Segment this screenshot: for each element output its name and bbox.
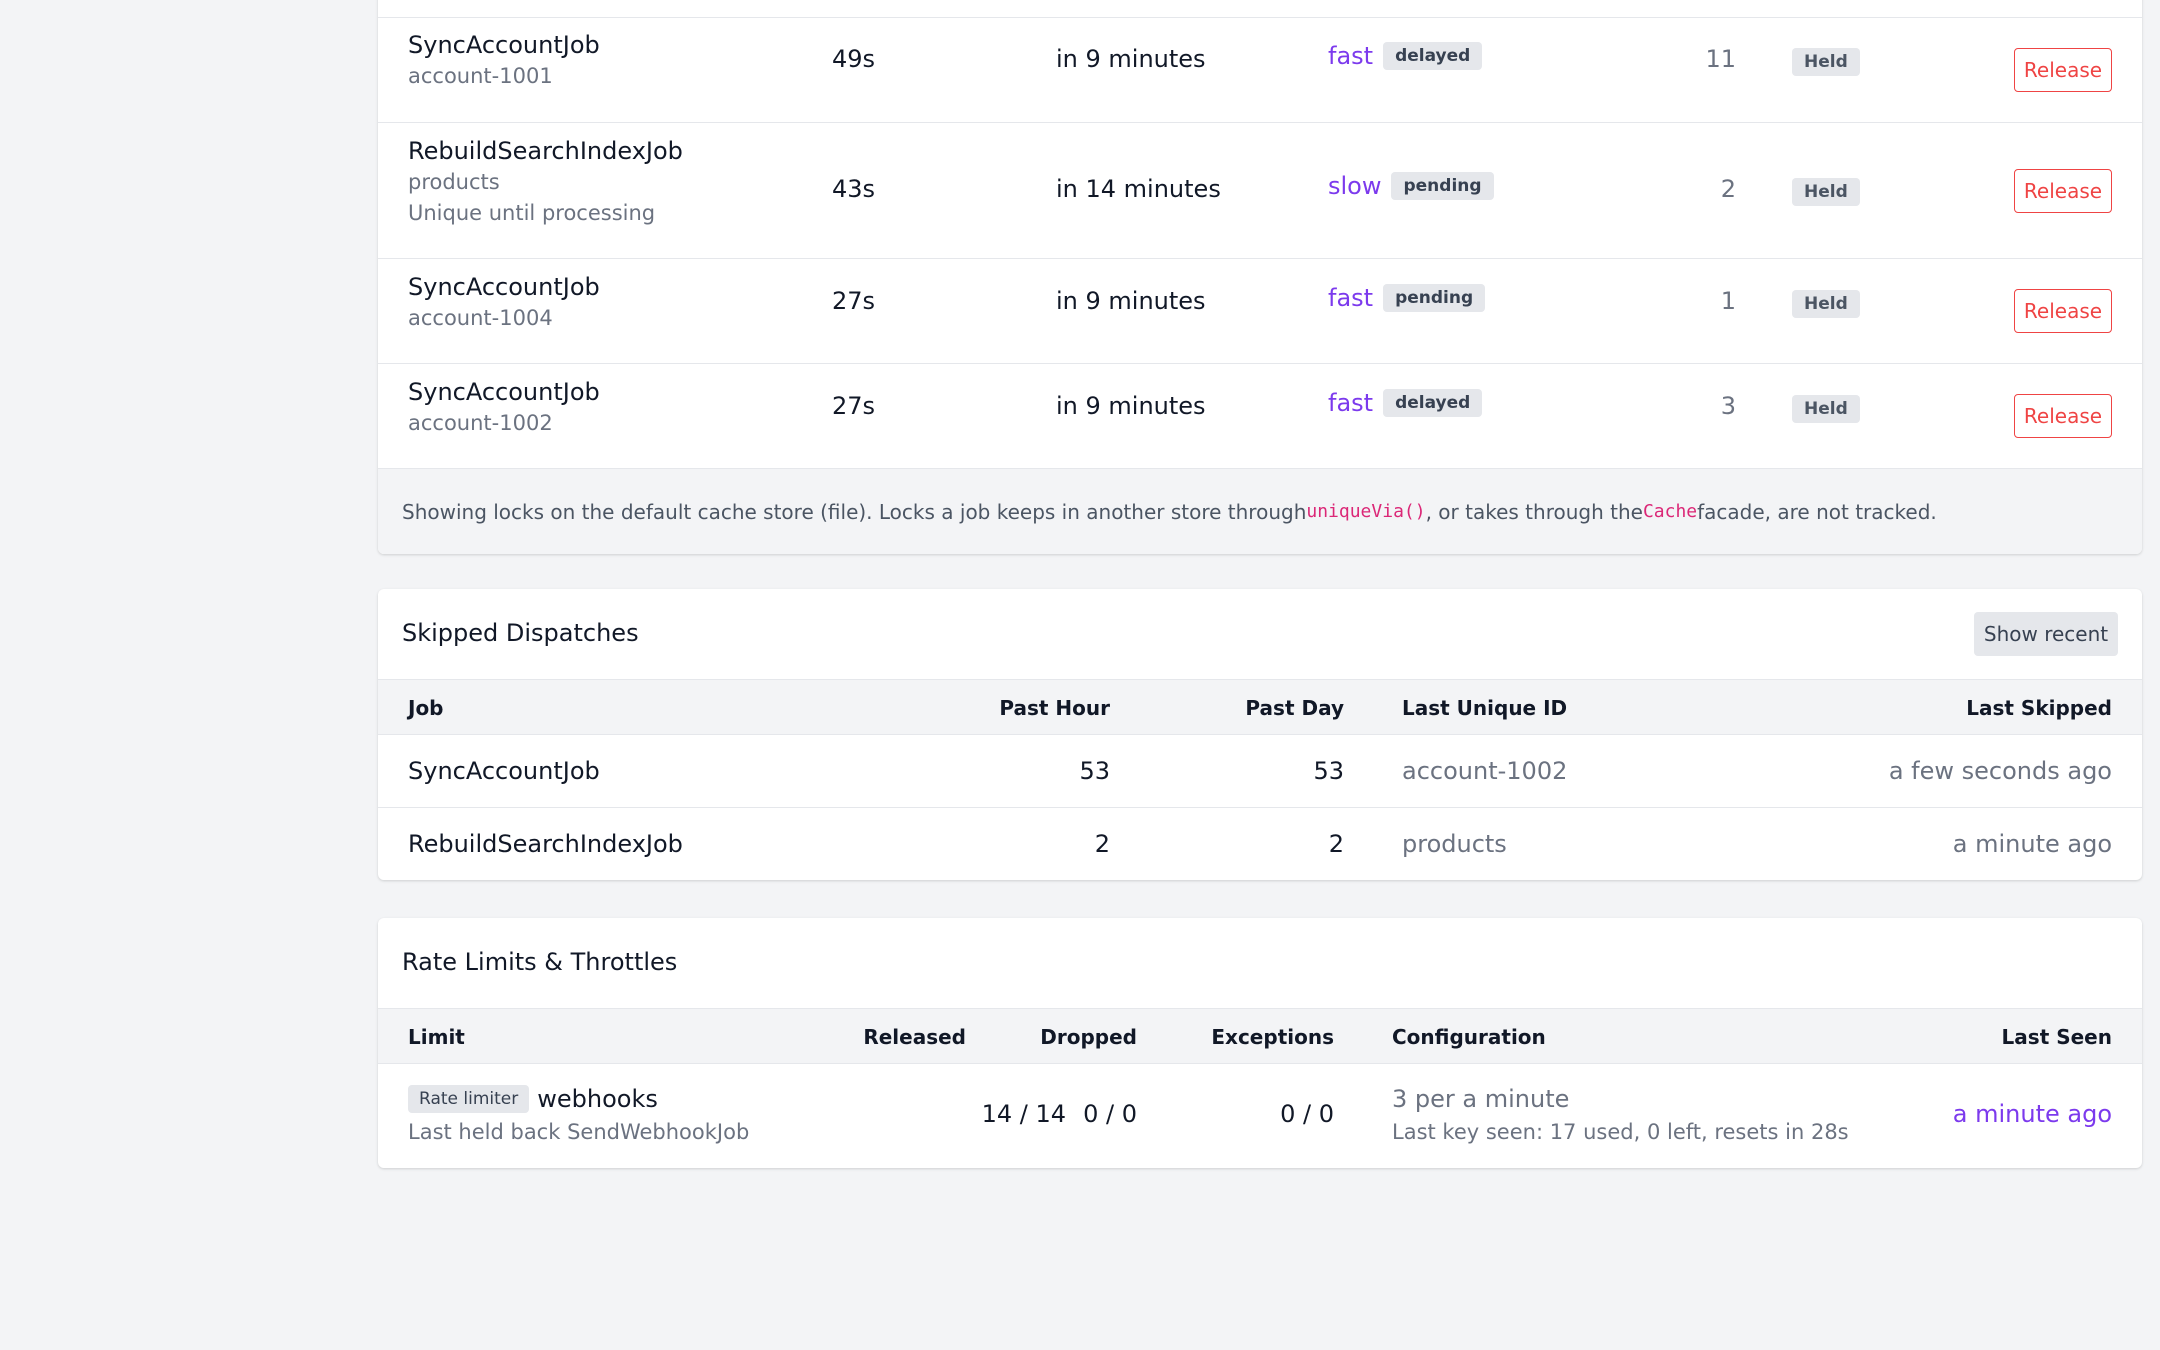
state-badge: delayed xyxy=(1383,42,1483,70)
lock-row: SyncAccountJob account-1001 49s in 9 min… xyxy=(378,17,2142,122)
lock-duration: 27s xyxy=(832,392,876,420)
lock-note: Unique until processing xyxy=(408,201,656,225)
limit-exceptions: 0 / 0 xyxy=(1280,1100,1334,1128)
limit-released: 14 / 14 xyxy=(981,1100,1066,1128)
held-badge: Held xyxy=(1792,395,1860,423)
limit-config: 3 per a minute xyxy=(1392,1085,1570,1113)
column-header[interactable]: Job xyxy=(408,696,444,720)
limit-dropped: 0 / 0 xyxy=(1083,1100,1137,1128)
lock-row: SyncAccountJob account-1004 27s in 9 min… xyxy=(378,258,2142,363)
lock-job-name: RebuildSearchIndexJob xyxy=(408,137,683,165)
footer-text: Showing locks on the default cache store… xyxy=(402,499,1307,524)
lock-expires: in 9 minutes xyxy=(1056,287,1206,315)
skipped-past-hour: 53 xyxy=(1079,757,1110,785)
table-row: RebuildSearchIndexJob 2 2 products a min… xyxy=(378,808,2142,880)
column-header[interactable]: Limit xyxy=(408,1025,465,1049)
column-header[interactable]: Configuration xyxy=(1392,1025,1546,1049)
lock-unique-id: products xyxy=(408,170,500,194)
skipped-last-skipped: a few seconds ago xyxy=(1888,757,2112,785)
skipped-past-day: 53 xyxy=(1313,757,1344,785)
section-title: Rate Limits & Throttles xyxy=(402,948,678,976)
lock-expires: in 9 minutes xyxy=(1056,45,1206,73)
lock-expires: in 14 minutes xyxy=(1056,175,1221,203)
column-header[interactable]: Past Day xyxy=(1245,696,1344,720)
release-button[interactable]: Release xyxy=(2014,289,2112,333)
footer-text: , or takes through the xyxy=(1425,499,1643,524)
skipped-last-unique-id: products xyxy=(1402,830,1507,858)
release-button[interactable]: Release xyxy=(2014,48,2112,92)
show-recent-button[interactable]: Show recent xyxy=(1974,612,2118,656)
lock-row: SyncAccountJob account-1002 27s in 9 min… xyxy=(378,363,2142,468)
skipped-past-day: 2 xyxy=(1328,830,1344,858)
skipped-last-unique-id: account-1002 xyxy=(1402,757,1568,785)
lock-count: 1 xyxy=(1720,287,1736,315)
skipped-dispatches-card: Skipped Dispatches Show recent Job Past … xyxy=(378,589,2142,880)
limit-type-badge: Rate limiter xyxy=(408,1085,530,1113)
lock-count: 3 xyxy=(1720,392,1736,420)
skipped-past-hour: 2 xyxy=(1094,830,1110,858)
section-title: Skipped Dispatches xyxy=(402,619,639,647)
footer-code: Cache xyxy=(1642,501,1698,522)
table-row: SyncAccountJob 53 53 account-1002 a few … xyxy=(378,735,2142,808)
limit-detail: Last held back SendWebhookJob xyxy=(408,1120,750,1144)
column-header[interactable]: Last Skipped xyxy=(1966,696,2112,720)
lock-queue: fast delayed xyxy=(1328,42,1483,70)
locks-footer-note: Showing locks on the default cache store… xyxy=(378,468,2142,554)
lock-count: 11 xyxy=(1705,45,1736,73)
limit-config-detail: Last key seen: 17 used, 0 left, resets i… xyxy=(1392,1120,1849,1144)
skipped-job: RebuildSearchIndexJob xyxy=(408,830,683,858)
column-header[interactable]: Last Unique ID xyxy=(1402,696,1568,720)
footer-code: uniqueVia() xyxy=(1306,501,1426,522)
limit-name-cell: Rate limiter webhooks xyxy=(408,1085,658,1113)
queue-name[interactable]: slow xyxy=(1328,172,1382,200)
queue-name[interactable]: fast xyxy=(1328,284,1374,312)
queue-name[interactable]: fast xyxy=(1328,389,1374,417)
queue-name[interactable]: fast xyxy=(1328,42,1374,70)
limit-last-seen-link[interactable]: a minute ago xyxy=(1952,1100,2112,1128)
lock-queue: fast delayed xyxy=(1328,389,1483,417)
column-header[interactable]: Past Hour xyxy=(999,696,1110,720)
lock-duration: 27s xyxy=(832,287,876,315)
column-header[interactable]: Exceptions xyxy=(1211,1025,1334,1049)
column-header[interactable]: Dropped xyxy=(1040,1025,1137,1049)
release-button[interactable]: Release xyxy=(2014,169,2112,213)
lock-row: RebuildSearchIndexJob products Unique un… xyxy=(378,122,2142,258)
state-badge: pending xyxy=(1383,284,1486,312)
lock-unique-id: account-1001 xyxy=(408,64,553,88)
skipped-last-skipped: a minute ago xyxy=(1952,830,2112,858)
skipped-job: SyncAccountJob xyxy=(408,757,600,785)
lock-duration: 49s xyxy=(832,45,876,73)
column-header[interactable]: Last Seen xyxy=(2001,1025,2112,1049)
lock-count: 2 xyxy=(1720,175,1736,203)
lock-expires: in 9 minutes xyxy=(1056,392,1206,420)
lock-unique-id: account-1004 xyxy=(408,306,553,330)
lock-unique-id: account-1002 xyxy=(408,411,553,435)
table-header: Limit Released Dropped Exceptions Config… xyxy=(378,1008,2142,1064)
column-header[interactable]: Released xyxy=(863,1025,966,1049)
lock-queue: slow pending xyxy=(1328,172,1494,200)
lock-job-name: SyncAccountJob xyxy=(408,378,600,406)
lock-queue: fast pending xyxy=(1328,284,1486,312)
state-badge: delayed xyxy=(1383,389,1483,417)
lock-job-name: SyncAccountJob xyxy=(408,31,600,59)
rate-limits-card: Rate Limits & Throttles Limit Released D… xyxy=(378,918,2142,1168)
limit-name: webhooks xyxy=(537,1085,658,1113)
held-badge: Held xyxy=(1792,178,1860,206)
state-badge: pending xyxy=(1391,172,1494,200)
held-badge: Held xyxy=(1792,48,1860,76)
table-row: Rate limiter webhooks Last held back Sen… xyxy=(378,1064,2142,1168)
unique-locks-card: SyncAccountJob account-1001 49s in 9 min… xyxy=(378,0,2142,554)
table-header: Job Past Hour Past Day Last Unique ID La… xyxy=(378,679,2142,735)
lock-job-name: SyncAccountJob xyxy=(408,273,600,301)
release-button[interactable]: Release xyxy=(2014,394,2112,438)
held-badge: Held xyxy=(1792,290,1860,318)
footer-text: facade, are not tracked. xyxy=(1697,499,1937,524)
lock-duration: 43s xyxy=(832,175,876,203)
